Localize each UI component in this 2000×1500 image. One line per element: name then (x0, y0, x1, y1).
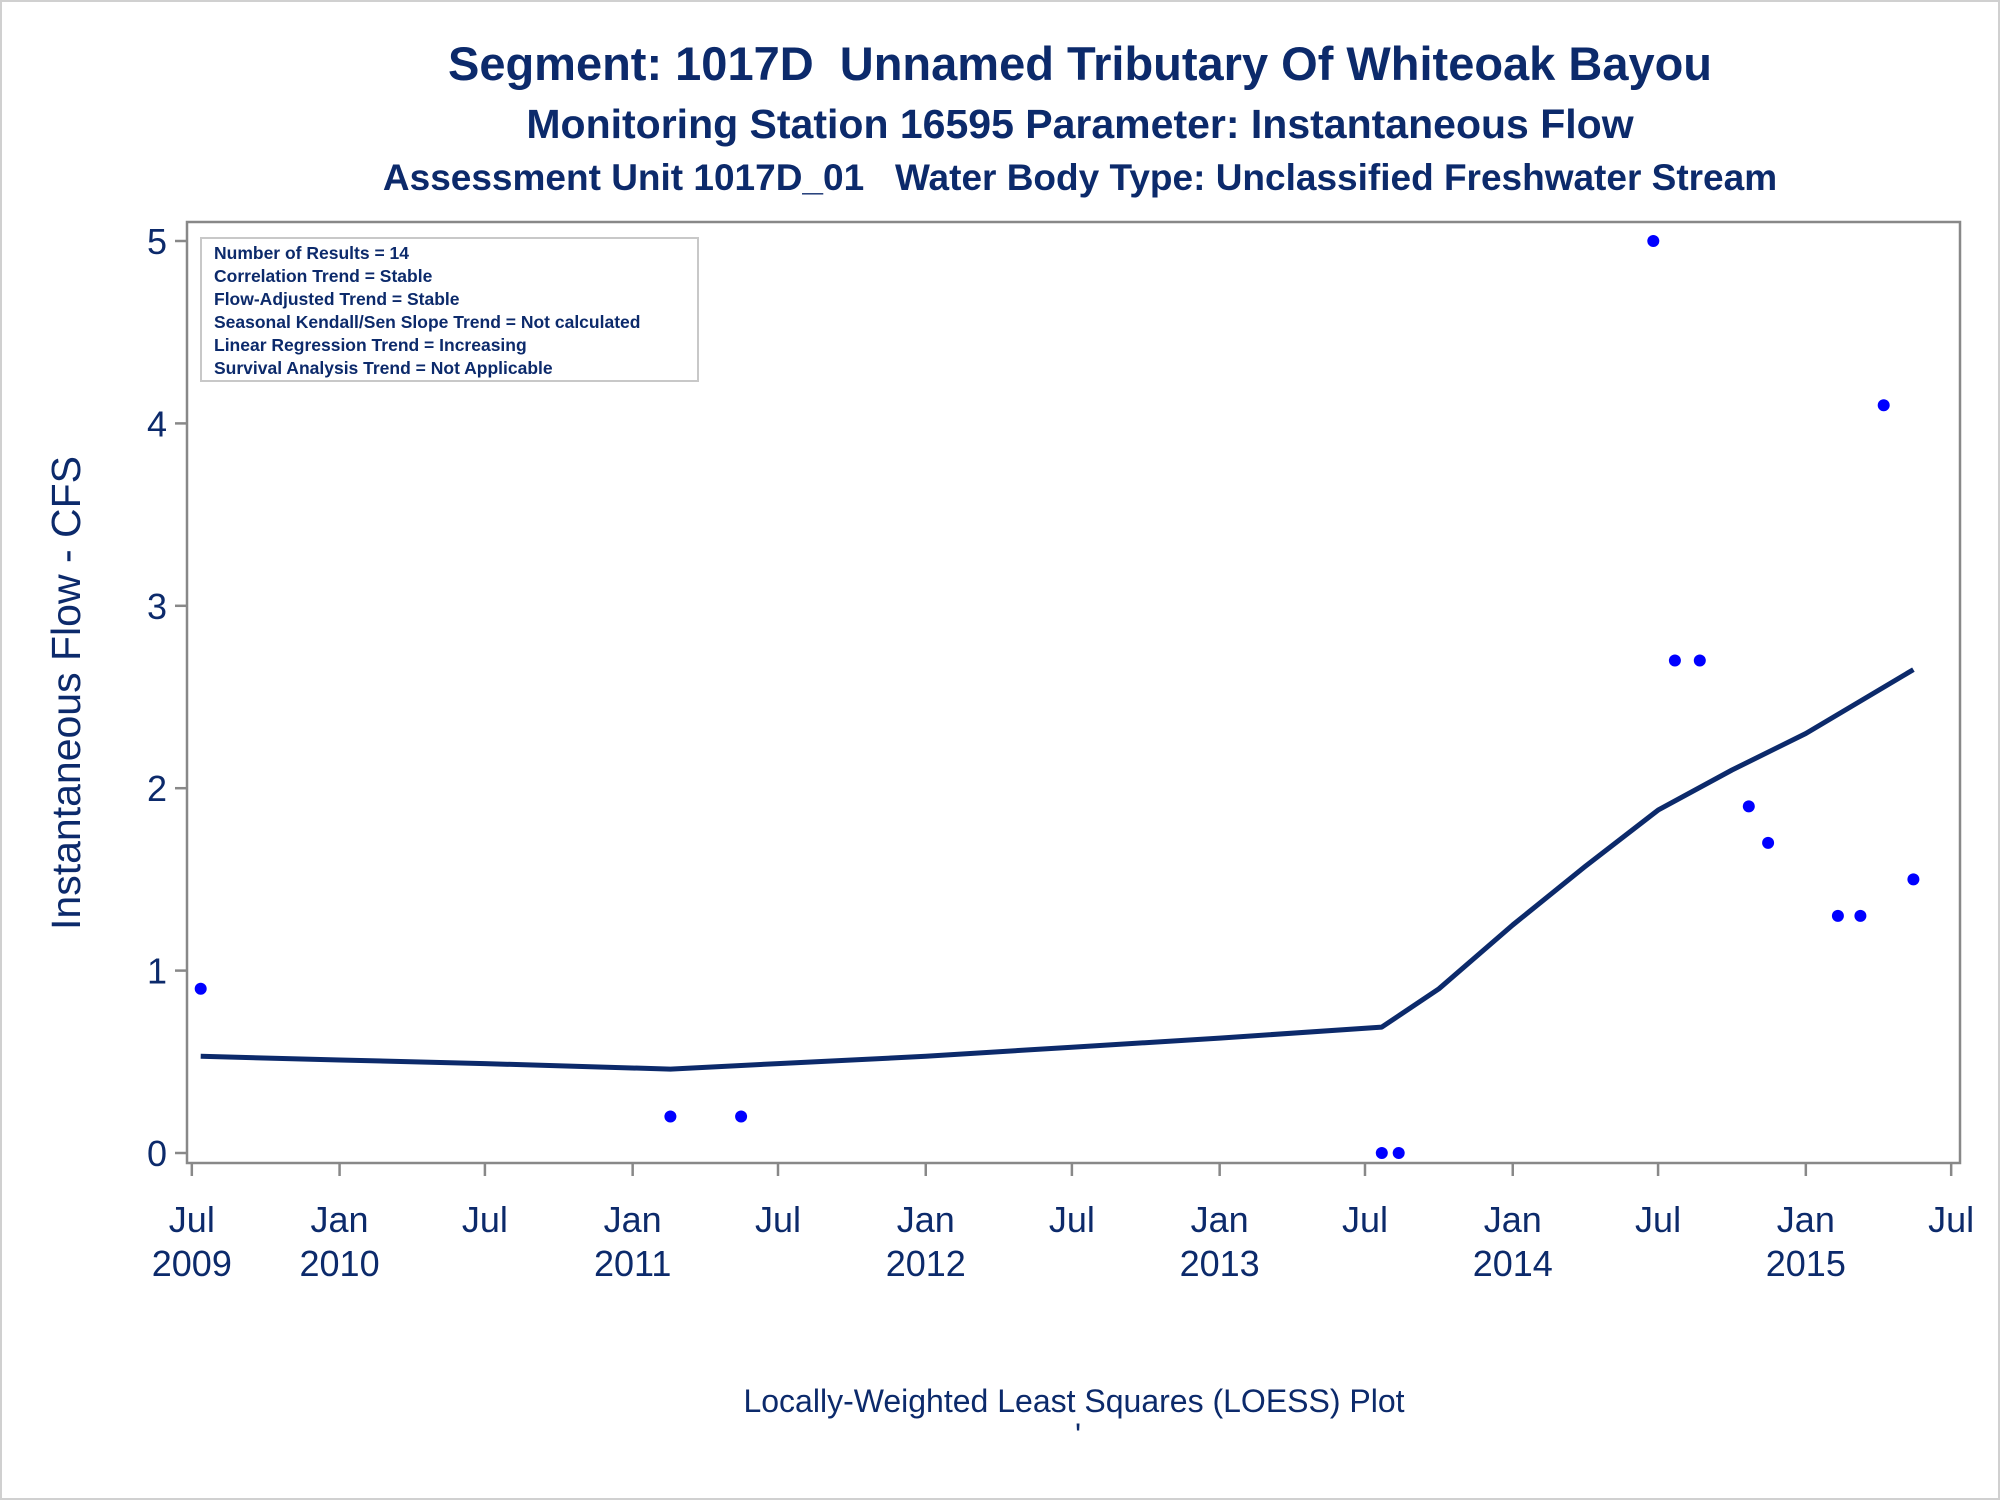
chart-title: Segment: 1017D Unnamed Tributary Of Whit… (448, 37, 1712, 90)
x-tick-label: Jan (311, 1199, 369, 1240)
x-tick-label: Jan (897, 1199, 955, 1240)
x-tick-year-label: 2014 (1473, 1243, 1553, 1284)
loess-line-group (200, 667, 1915, 1072)
data-point (1831, 909, 1844, 922)
plot-area-border (185, 220, 1962, 1165)
stat-line: Flow-Adjusted Trend = Stable (214, 289, 460, 309)
y-tick-label: 2 (147, 768, 167, 809)
x-tick-year-label: 2013 (1180, 1243, 1260, 1284)
y-axis: 0 1 2 3 4 5 (147, 221, 187, 1174)
x-tick-label: Jul (169, 1199, 215, 1240)
x-tick-label: Jul (1928, 1199, 1974, 1240)
data-point (1877, 399, 1890, 412)
data-point (1375, 1147, 1388, 1159)
data-point (1742, 800, 1755, 813)
data-point (735, 1110, 748, 1123)
x-tick-label: Jan (604, 1199, 662, 1240)
chart-subtitle-2: Assessment Unit 1017D_01 Water Body Type… (383, 157, 1777, 198)
x-tick-label: Jul (1635, 1199, 1681, 1240)
data-point (1907, 873, 1920, 886)
x-tick-year-label: 2010 (300, 1243, 380, 1284)
y-tick-label: 5 (147, 221, 167, 262)
data-point (1854, 909, 1867, 922)
stat-line: Linear Regression Trend = Increasing (214, 335, 527, 355)
x-tick-year-label: 2015 (1766, 1243, 1846, 1284)
stat-line: Survival Analysis Trend = Not Applicable (214, 358, 553, 378)
x-tick-year-label: 2012 (886, 1243, 966, 1284)
x-tick-year-label: 2011 (594, 1243, 671, 1284)
x-tick-label: Jan (1484, 1199, 1542, 1240)
stat-line: Correlation Trend = Stable (214, 266, 433, 286)
y-tick-label: 3 (147, 586, 167, 627)
data-point (1647, 235, 1660, 247)
stats-box: Number of Results = 14 Correlation Trend… (200, 237, 699, 382)
x-tick-label: Jan (1777, 1199, 1835, 1240)
stat-line: Seasonal Kendall/Sen Slope Trend = Not c… (214, 312, 640, 332)
y-tick-label: 0 (147, 1133, 167, 1174)
x-tick-label: Jul (1342, 1199, 1388, 1240)
y-axis-label: Instantaneous Flow - CFS (43, 456, 89, 930)
stats-box-border (200, 237, 699, 382)
chart-subtitle: Monitoring Station 16595 Parameter: Inst… (526, 101, 1633, 147)
x-tick-label: Jul (755, 1199, 801, 1240)
x-tick-label: Jan (1191, 1199, 1249, 1240)
data-point (664, 1110, 677, 1123)
stat-line: Number of Results = 14 (214, 243, 409, 263)
x-tick-label: Jul (462, 1199, 508, 1240)
data-point (1392, 1147, 1405, 1159)
data-point (1668, 654, 1681, 667)
chart-footnote: Locally-Weighted Least Squares (LOESS) P… (743, 1383, 1404, 1419)
x-tick-label: Jul (1049, 1199, 1095, 1240)
data-point (1762, 836, 1775, 849)
footnote-mark: ' (1075, 1417, 1081, 1453)
x-tick-year-label: 2009 (152, 1243, 232, 1284)
data-point (194, 982, 207, 995)
loess-line (200, 667, 1915, 1072)
y-tick-label: 1 (147, 951, 167, 992)
data-point (1693, 654, 1706, 667)
y-tick-label: 4 (147, 403, 167, 444)
data-points (194, 235, 1920, 1159)
